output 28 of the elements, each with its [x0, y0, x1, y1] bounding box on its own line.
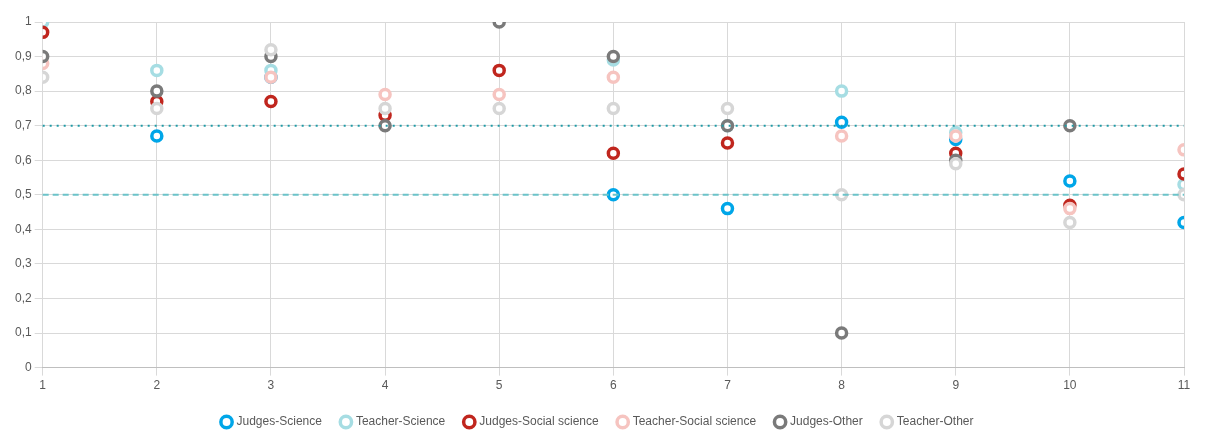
x-tick-label: 2 — [153, 378, 161, 393]
legend-label: Teacher-Social science — [632, 414, 757, 429]
y-tick-label: 0,7 — [14, 117, 32, 132]
x-tick-label: 10 — [1063, 378, 1077, 393]
y-tick-label: 1 — [24, 14, 32, 29]
x-tick-label: 9 — [952, 378, 960, 393]
legend-label: Teacher-Other — [896, 414, 974, 429]
y-tick-label: 0,8 — [14, 83, 32, 98]
y-tick-label: 0,4 — [14, 221, 32, 236]
legend-label: Judges-Science — [236, 414, 323, 429]
x-tick-label: 3 — [267, 378, 275, 393]
x-tick-label: 11 — [1177, 378, 1191, 393]
y-tick-label: 0 — [24, 359, 32, 374]
y-tick-label: 0,5 — [14, 187, 32, 202]
legend-label: Teacher-Science — [355, 414, 446, 429]
y-tick-label: 0,1 — [14, 325, 32, 340]
y-tick-label: 0,9 — [14, 48, 32, 63]
x-tick-label: 4 — [381, 378, 389, 393]
y-tick-label: 0,6 — [14, 152, 32, 167]
x-tick-label: 8 — [838, 378, 846, 393]
legend-label: Judges-Social science — [479, 414, 600, 429]
y-tick-label: 0,3 — [14, 256, 32, 271]
y-tick-label: 0,2 — [14, 290, 32, 305]
x-tick-label: 5 — [495, 378, 503, 393]
x-tick-label: 7 — [724, 378, 732, 393]
legend-label: Judges-Other — [790, 414, 863, 429]
x-tick-label: 1 — [39, 378, 47, 393]
x-tick-label: 6 — [610, 378, 617, 393]
